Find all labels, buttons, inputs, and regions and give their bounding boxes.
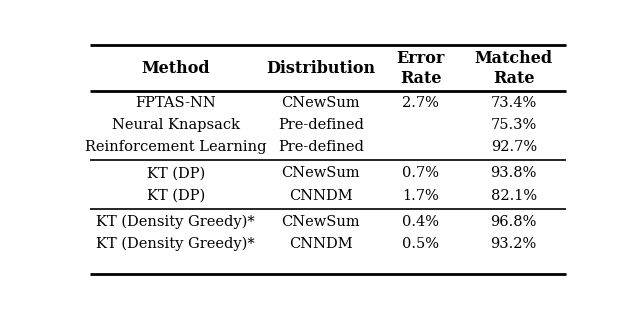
Text: Neural Knapsack: Neural Knapsack — [111, 118, 239, 132]
Text: CNewSum: CNewSum — [282, 215, 360, 229]
Text: 82.1%: 82.1% — [491, 189, 537, 203]
Text: KT (DP): KT (DP) — [147, 189, 205, 203]
Text: CNewSum: CNewSum — [282, 96, 360, 110]
Text: Matched
Rate: Matched Rate — [475, 50, 553, 87]
Text: CNNDM: CNNDM — [289, 189, 353, 203]
Text: CNNDM: CNNDM — [289, 237, 353, 251]
Text: 2.7%: 2.7% — [403, 96, 439, 110]
Text: Error
Rate: Error Rate — [397, 50, 445, 87]
Text: CNewSum: CNewSum — [282, 167, 360, 180]
Text: 75.3%: 75.3% — [491, 118, 537, 132]
Text: Reinforcement Learning: Reinforcement Learning — [85, 140, 266, 155]
Text: 93.2%: 93.2% — [491, 237, 537, 251]
Text: 92.7%: 92.7% — [491, 140, 537, 155]
Text: FPTAS-NN: FPTAS-NN — [135, 96, 216, 110]
Text: Pre-defined: Pre-defined — [278, 118, 364, 132]
Text: 0.4%: 0.4% — [403, 215, 439, 229]
Text: 73.4%: 73.4% — [491, 96, 537, 110]
Text: Method: Method — [141, 60, 210, 77]
Text: 93.8%: 93.8% — [490, 167, 537, 180]
Text: 96.8%: 96.8% — [490, 215, 537, 229]
Text: KT (DP): KT (DP) — [147, 167, 205, 180]
Text: 0.5%: 0.5% — [403, 237, 439, 251]
Text: Distribution: Distribution — [266, 60, 376, 77]
Text: 1.7%: 1.7% — [403, 189, 439, 203]
Text: KT (Density Greedy)*: KT (Density Greedy)* — [96, 237, 255, 252]
Text: KT (Density Greedy)*: KT (Density Greedy)* — [96, 215, 255, 229]
Text: 0.7%: 0.7% — [403, 167, 439, 180]
Text: Pre-defined: Pre-defined — [278, 140, 364, 155]
